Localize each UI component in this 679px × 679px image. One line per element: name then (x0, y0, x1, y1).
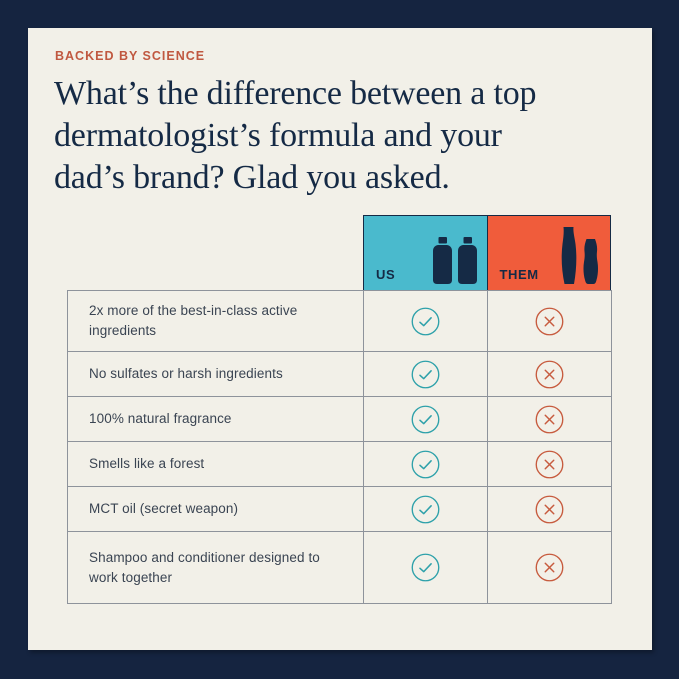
table-row: Smells like a forest (68, 442, 611, 487)
us-value-cell (363, 352, 487, 396)
row-label-cell: MCT oil (secret weapon) (68, 487, 363, 531)
row-label-cell: Shampoo and conditioner designed to work… (68, 532, 363, 603)
row-label: Smells like a forest (89, 456, 205, 471)
us-value-cell (363, 291, 487, 351)
table-row: Shampoo and conditioner designed to work… (68, 532, 611, 603)
row-label: MCT oil (secret weapon) (89, 501, 239, 516)
them-value-cell (487, 532, 611, 603)
cross-icon (535, 450, 564, 478)
row-label-cell: Smells like a forest (68, 442, 363, 486)
check-icon (411, 553, 440, 582)
us-value-cell (363, 397, 487, 441)
check-icon (411, 360, 440, 388)
cross-icon (535, 495, 564, 523)
comparison-table: US THEM 2x more of the best-in-class act… (67, 215, 612, 604)
table-row: 2x more of the best-in-class active ingr… (68, 291, 611, 352)
eyebrow-label: BACKED BY SCIENCE (55, 49, 206, 63)
row-label-cell: 100% natural fragrance (68, 397, 363, 441)
row-label: 2x more of the best-in-class active ingr… (89, 303, 298, 338)
them-value-cell (487, 442, 611, 486)
row-label: 100% natural fragrance (89, 411, 232, 426)
us-column-header: US (364, 216, 488, 290)
check-icon (411, 495, 440, 523)
them-value-cell (487, 487, 611, 531)
column-headers: US THEM (363, 215, 611, 291)
them-value-cell (487, 352, 611, 396)
us-value-cell (363, 442, 487, 486)
row-label: No sulfates or harsh ingredients (89, 366, 283, 381)
them-bottles-icon (561, 227, 599, 284)
headline: What’s the difference between a top derm… (54, 73, 537, 199)
cross-icon (535, 307, 564, 335)
table-row: MCT oil (secret weapon) (68, 487, 611, 532)
row-label-cell: No sulfates or harsh ingredients (68, 352, 363, 396)
us-bottles-icon (432, 237, 477, 284)
them-column-header: THEM (487, 216, 610, 290)
us-value-cell (363, 487, 487, 531)
them-value-cell (487, 291, 611, 351)
them-column-label: THEM (499, 267, 539, 282)
check-icon (411, 307, 440, 335)
cross-icon (535, 360, 564, 388)
comparison-rows: 2x more of the best-in-class active ingr… (67, 290, 612, 604)
headline-line: What’s the difference between a top (54, 75, 537, 112)
headline-line: dermatologist’s formula and your (54, 117, 502, 154)
cross-icon (535, 405, 564, 433)
row-label-cell: 2x more of the best-in-class active ingr… (68, 291, 363, 351)
card: BACKED BY SCIENCE What’s the difference … (28, 28, 652, 650)
row-label: Shampoo and conditioner designed to work… (89, 549, 320, 585)
us-column-label: US (376, 267, 396, 282)
check-icon (411, 450, 440, 478)
check-icon (411, 405, 440, 433)
cross-icon (535, 553, 564, 582)
them-value-cell (487, 397, 611, 441)
us-value-cell (363, 532, 487, 603)
table-row: No sulfates or harsh ingredients (68, 352, 611, 397)
headline-line: dad’s brand? Glad you asked. (54, 159, 450, 196)
table-row: 100% natural fragrance (68, 397, 611, 442)
